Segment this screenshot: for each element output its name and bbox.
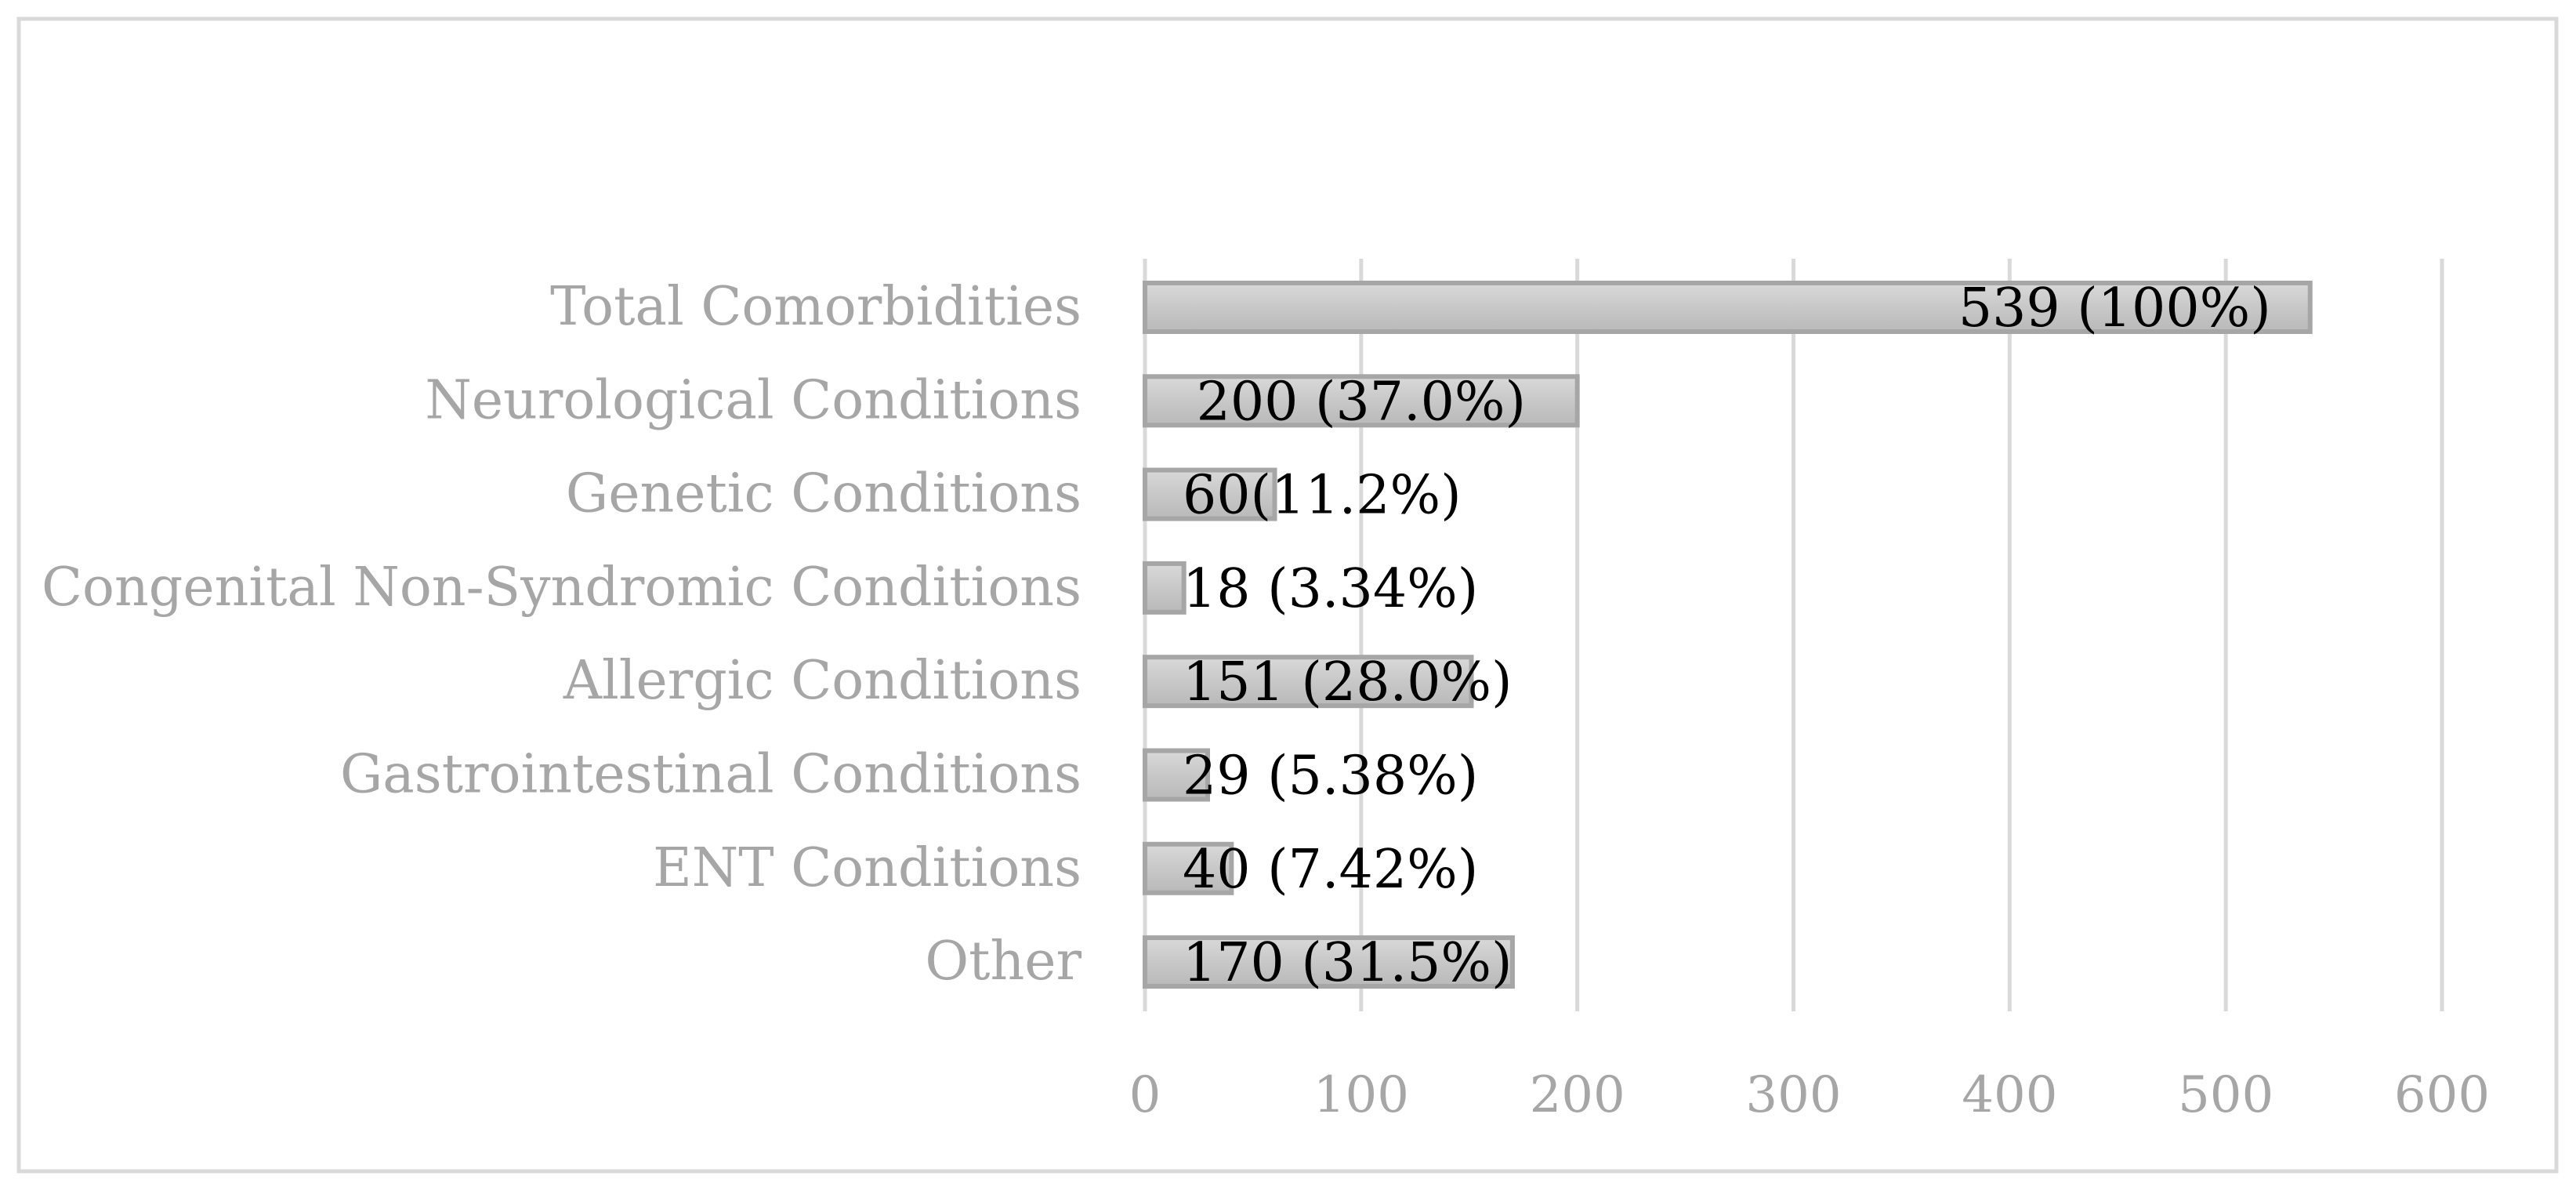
- data-label: 18 (3.34%): [1183, 558, 1478, 620]
- bar: [1143, 841, 1234, 895]
- x-tick-label: 400: [1962, 1066, 2057, 1124]
- x-tick-label: 100: [1313, 1066, 1409, 1124]
- x-tick-label: 0: [1129, 1066, 1161, 1124]
- x-tick-label: 300: [1745, 1066, 1841, 1124]
- category-label: Allergic Conditions: [563, 650, 1081, 712]
- data-label: 29 (5.38%): [1183, 746, 1478, 807]
- category-label: Genetic Conditions: [566, 463, 1081, 525]
- category-label: Congenital Non-Syndromic Conditions: [42, 557, 1081, 619]
- data-label: 40 (7.42%): [1183, 839, 1478, 901]
- x-tick-label: 600: [2394, 1066, 2490, 1124]
- category-label: Total Comorbidities: [550, 276, 1081, 338]
- data-label: 60(11.2%): [1183, 465, 1462, 527]
- category-label: Gastrointestinal Conditions: [340, 744, 1081, 806]
- x-axis-tick-labels: 0 100 200 300 400 500 600: [1129, 1066, 2490, 1124]
- x-tick-label: 200: [1530, 1066, 1625, 1124]
- bar: [1143, 748, 1210, 802]
- category-label: ENT Conditions: [653, 837, 1081, 899]
- bar: [1143, 374, 1580, 428]
- data-label: 200 (37.0%): [1197, 371, 1526, 433]
- bar: [1143, 935, 1515, 989]
- category-labels: Total Comorbidities Neurological Conditio…: [42, 276, 1081, 993]
- data-labels: 539 (100%) 200 (37.0%) 60(11.2%) 18 (3.34%)…: [1183, 278, 2271, 994]
- bar: [1143, 467, 1277, 521]
- category-label: Neurological Conditions: [425, 369, 1081, 431]
- data-label: 170 (31.5%): [1183, 932, 1512, 994]
- category-label: Other: [925, 931, 1081, 993]
- data-label: 151 (28.0%): [1183, 651, 1512, 713]
- data-label: 539 (100%): [1958, 278, 2271, 339]
- bar: [1143, 561, 1187, 615]
- bar: [1143, 281, 2313, 334]
- bars: [1143, 281, 2313, 989]
- x-tick-label: 500: [2178, 1066, 2273, 1124]
- bar: [1143, 655, 1474, 709]
